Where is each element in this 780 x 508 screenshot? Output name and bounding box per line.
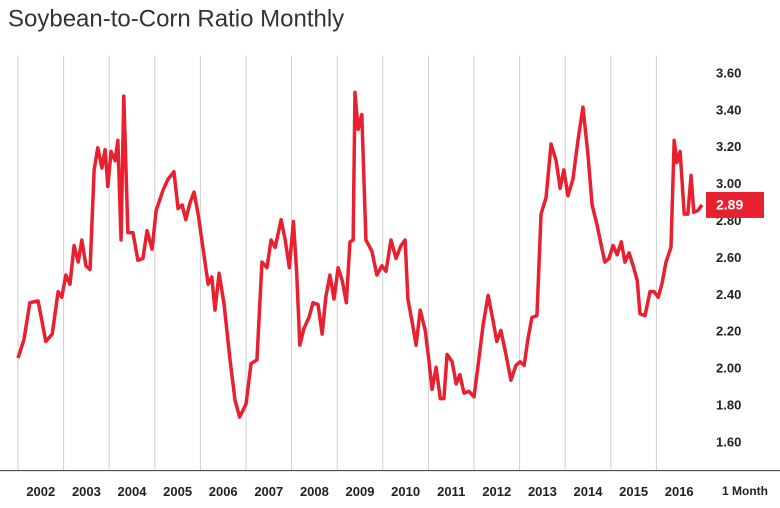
y-tick-label: 2.20 (716, 324, 741, 339)
y-tick-label: 3.60 (716, 65, 741, 80)
x-tick-label: 2009 (346, 484, 375, 499)
last-value-label: 2.89 (716, 197, 743, 213)
x-tick-label: 2013 (528, 484, 557, 499)
x-tick-label: 2007 (254, 484, 283, 499)
chart-title: Soybean-to-Corn Ratio Monthly (8, 5, 344, 32)
y-tick-label: 1.60 (716, 434, 741, 449)
period-label: 1 Month (722, 484, 768, 498)
x-tick-label: 2014 (574, 484, 604, 499)
y-tick-label: 2.40 (716, 287, 741, 302)
y-tick-label: 2.00 (716, 361, 741, 376)
x-tick-label: 2008 (300, 484, 329, 499)
x-tick-label: 2016 (665, 484, 694, 499)
y-tick-label: 3.00 (716, 176, 741, 191)
x-tick-label: 2011 (437, 484, 465, 499)
x-tick-label: 2006 (209, 484, 238, 499)
x-tick-label: 2005 (163, 484, 192, 499)
y-tick-label: 1.80 (716, 397, 741, 412)
x-tick-label: 2004 (118, 484, 148, 499)
x-tick-label: 2003 (72, 484, 101, 499)
y-tick-label: 3.20 (716, 139, 741, 154)
last-value-badge (706, 191, 764, 218)
x-tick-label: 2010 (391, 484, 420, 499)
line (16, 90, 704, 419)
y-tick-label: 2.60 (716, 250, 741, 265)
x-tick-label: 2002 (26, 484, 55, 499)
x-tick-label: 2015 (619, 484, 648, 499)
x-tick-label: 2012 (482, 484, 511, 499)
y-tick-label: 3.40 (716, 102, 741, 117)
